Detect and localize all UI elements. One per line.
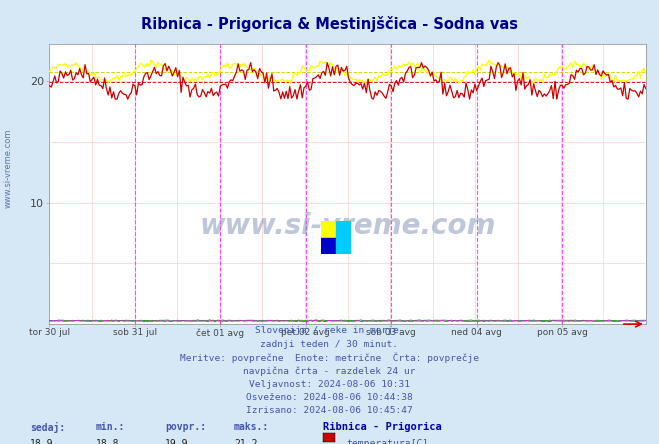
Text: www.si-vreme.com: www.si-vreme.com xyxy=(200,212,496,240)
Text: sedaj:: sedaj: xyxy=(30,422,65,433)
Bar xyxy=(321,238,335,254)
Text: maks.:: maks.: xyxy=(234,422,269,432)
Text: 18,8: 18,8 xyxy=(96,439,119,444)
Text: Slovenija / reke in morje.: Slovenija / reke in morje. xyxy=(255,326,404,335)
Text: povpr.:: povpr.: xyxy=(165,422,206,432)
Text: 21,2: 21,2 xyxy=(234,439,258,444)
Text: Ribnica - Prigorica & Mestinjščica - Sodna vas: Ribnica - Prigorica & Mestinjščica - Sod… xyxy=(141,16,518,32)
Text: navpična črta - razdelek 24 ur: navpična črta - razdelek 24 ur xyxy=(243,366,416,376)
Text: min.:: min.: xyxy=(96,422,125,432)
Bar xyxy=(335,238,351,254)
Text: Meritve: povprečne  Enote: metrične  Črta: povprečje: Meritve: povprečne Enote: metrične Črta:… xyxy=(180,353,479,364)
Bar xyxy=(335,221,351,238)
Text: www.si-vreme.com: www.si-vreme.com xyxy=(3,129,13,209)
Text: 18,9: 18,9 xyxy=(30,439,53,444)
Text: temperatura[C]: temperatura[C] xyxy=(346,439,428,444)
Text: Osveženo: 2024-08-06 10:44:38: Osveženo: 2024-08-06 10:44:38 xyxy=(246,393,413,402)
Text: Izrisano: 2024-08-06 10:45:47: Izrisano: 2024-08-06 10:45:47 xyxy=(246,406,413,415)
Text: 19,9: 19,9 xyxy=(165,439,188,444)
Text: Ribnica - Prigorica: Ribnica - Prigorica xyxy=(323,422,442,432)
Text: Veljavnost: 2024-08-06 10:31: Veljavnost: 2024-08-06 10:31 xyxy=(249,380,410,388)
Bar xyxy=(321,221,335,238)
Text: zadnji teden / 30 minut.: zadnji teden / 30 minut. xyxy=(260,340,399,349)
